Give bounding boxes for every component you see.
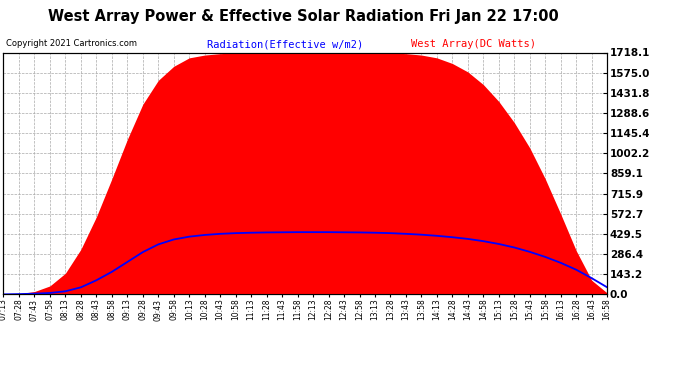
Text: Copyright 2021 Cartronics.com: Copyright 2021 Cartronics.com [6, 39, 137, 48]
Text: West Array Power & Effective Solar Radiation Fri Jan 22 17:00: West Array Power & Effective Solar Radia… [48, 9, 559, 24]
Text: Radiation(Effective w/m2): Radiation(Effective w/m2) [207, 39, 363, 50]
Text: West Array(DC Watts): West Array(DC Watts) [411, 39, 535, 50]
